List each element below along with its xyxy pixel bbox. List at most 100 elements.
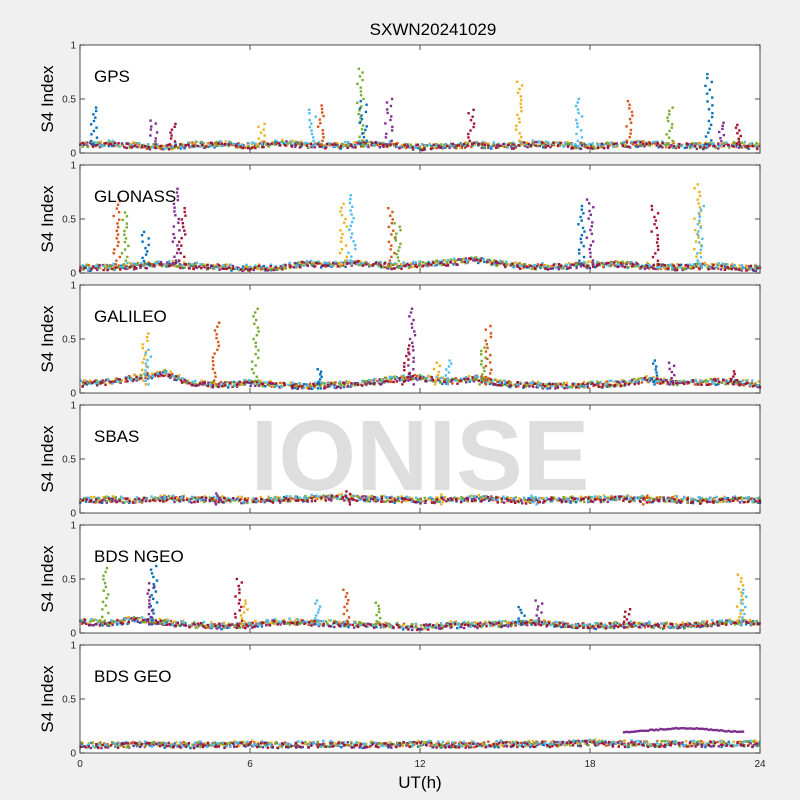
data-point [544,265,547,269]
data-point [703,146,706,149]
spike-points [432,361,441,386]
data-point [670,376,673,380]
data-point [700,499,704,502]
data-point [661,263,665,266]
data-point [397,259,401,263]
panel-label: GPS [94,67,130,86]
data-point [707,119,711,123]
data-point [344,244,348,247]
data-point [437,144,440,148]
data-point [709,266,712,269]
data-point [321,132,325,135]
data-point [361,132,364,135]
data-point [83,497,87,501]
data-point [707,267,710,271]
data-point [340,248,344,251]
data-point [319,370,323,373]
data-point [124,377,128,380]
data-point [518,140,522,144]
data-point [423,496,427,500]
data-point [327,382,331,386]
data-point [176,251,179,255]
data-point [176,187,179,190]
data-point [459,379,462,382]
data-point [393,267,397,270]
data-point [387,225,391,229]
data-point [329,382,333,385]
data-point [722,500,725,503]
data-point [469,129,472,132]
data-point [359,143,362,146]
data-point [104,383,107,386]
data-point [372,378,376,381]
data-point [154,497,158,500]
data-point [149,134,152,137]
data-point [294,495,297,498]
data-point [712,263,715,267]
data-point [460,146,464,150]
data-point [304,143,307,147]
data-point [464,259,467,262]
data-point [580,219,583,222]
data-point [84,382,87,385]
data-point [571,495,574,498]
data-point [193,141,196,145]
data-point [173,255,176,258]
data-point [440,263,444,267]
data-point [96,268,99,272]
data-point [112,143,116,146]
data-point [633,377,636,381]
data-point [601,385,604,389]
data-point [257,381,261,385]
data-point [580,234,583,237]
data-point [312,382,315,386]
data-point [734,379,737,382]
data-point [123,229,126,233]
data-point [340,261,343,264]
data-point [711,380,714,384]
data-point [516,91,520,94]
data-point [223,267,226,270]
data-point [411,262,414,265]
data-point [503,145,506,149]
data-point [325,495,328,498]
data-point [607,496,610,499]
data-point [377,380,381,384]
data-point [754,265,757,269]
data-point [314,497,318,500]
data-point [198,382,202,385]
data-point [349,224,352,228]
data-point [650,208,654,211]
data-point [312,262,316,266]
data-point [658,266,662,270]
data-point [139,264,142,267]
data-point [686,264,690,267]
data-point [279,267,282,270]
data-point [148,264,151,268]
data-point [547,266,550,270]
data-point [403,143,406,147]
spike-points [574,97,584,146]
data-point [655,140,659,143]
data-point [520,141,523,145]
spike-points [316,104,325,146]
data-point [114,495,117,499]
data-point [389,377,392,380]
data-point [544,264,547,267]
data-point [489,145,493,148]
data-point [295,262,298,265]
data-point [440,143,443,146]
data-point [583,230,586,233]
data-point [583,145,586,148]
data-point [740,380,744,383]
data-point [517,266,521,269]
data-point [729,266,733,269]
data-point [568,386,571,389]
data-point [432,143,436,146]
data-point [203,381,207,384]
data-point [421,148,424,152]
data-point [398,225,401,228]
data-point [259,495,262,499]
data-point [507,380,511,383]
data-point [317,380,320,384]
